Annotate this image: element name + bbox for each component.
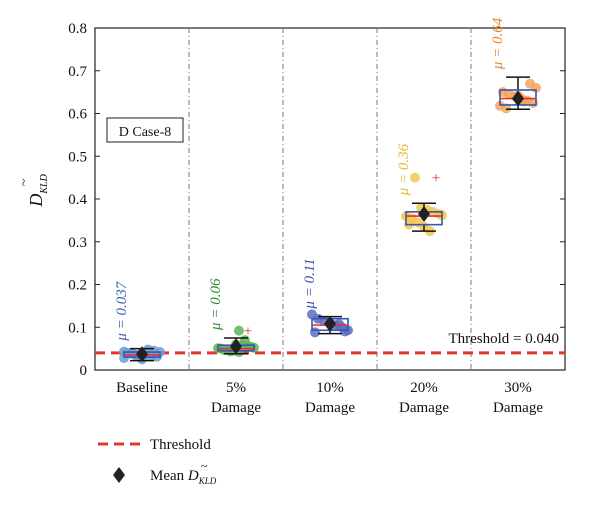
x-category-label: 30% bbox=[504, 380, 532, 396]
legend-mean-text: Mean bbox=[150, 468, 188, 484]
y-tick-label: 0.4 bbox=[68, 192, 87, 208]
data-point bbox=[410, 172, 420, 183]
mean-diamond bbox=[230, 338, 242, 355]
mean-diamond bbox=[512, 90, 524, 107]
mean-diamond bbox=[136, 346, 148, 363]
mean-value-label: μ = 0.06 bbox=[208, 278, 224, 331]
x-category-label: Baseline bbox=[116, 380, 168, 396]
legend-threshold-label: Threshold bbox=[150, 437, 211, 453]
data-point bbox=[525, 78, 535, 89]
mean-diamond bbox=[324, 315, 336, 332]
mean-value-label: μ = 0.11 bbox=[302, 258, 318, 309]
data-point bbox=[307, 309, 317, 320]
mean-value-label: μ = 0.36 bbox=[396, 143, 412, 196]
x-category-label: Damage bbox=[305, 400, 355, 416]
legend-mean-label: Mean DKLD bbox=[150, 468, 217, 486]
y-tick-label: 0 bbox=[80, 363, 88, 379]
case-label: D Case-8 bbox=[119, 125, 172, 140]
y-tick-label: 0.2 bbox=[68, 278, 87, 294]
legend-mean-subscript: KLD bbox=[198, 476, 217, 486]
y-axis-label-tilde: ~ bbox=[17, 178, 32, 186]
case-label-box bbox=[106, 117, 184, 143]
x-category-label: 20% bbox=[410, 380, 438, 396]
legend-mean-symbol: D bbox=[187, 468, 199, 484]
outlier-marker: + bbox=[432, 171, 440, 187]
data-point bbox=[234, 325, 244, 336]
x-category-label: 5% bbox=[226, 380, 246, 396]
mean-value-label: μ = 0.64 bbox=[490, 17, 506, 70]
threshold-label: Threshold = 0.040 bbox=[448, 331, 559, 347]
y-tick-label: 0.6 bbox=[68, 107, 87, 123]
y-tick-label: 0.5 bbox=[68, 149, 87, 165]
legend-mean-swatch bbox=[113, 467, 125, 483]
x-category-label: Damage bbox=[493, 400, 543, 416]
data-point bbox=[495, 100, 505, 111]
mean-value-label: μ = 0.037 bbox=[114, 280, 130, 341]
x-category-label: 10% bbox=[316, 380, 344, 396]
data-point bbox=[334, 319, 344, 330]
y-axis-label: DKLD bbox=[26, 173, 50, 207]
x-category-label: Damage bbox=[211, 400, 261, 416]
legend-mean-tilde: ~ bbox=[201, 459, 208, 473]
y-tick-label: 0.8 bbox=[68, 21, 87, 37]
mean-diamond bbox=[418, 205, 430, 222]
outlier-marker: + bbox=[244, 324, 252, 340]
x-category-label: Damage bbox=[399, 400, 449, 416]
y-tick-label: 0.3 bbox=[68, 235, 87, 251]
y-axis-label-base: D bbox=[26, 194, 46, 208]
y-tick-label: 0.7 bbox=[68, 64, 87, 80]
y-tick-label: 0.1 bbox=[68, 320, 87, 336]
y-axis-label-sub: KLD bbox=[39, 173, 50, 194]
